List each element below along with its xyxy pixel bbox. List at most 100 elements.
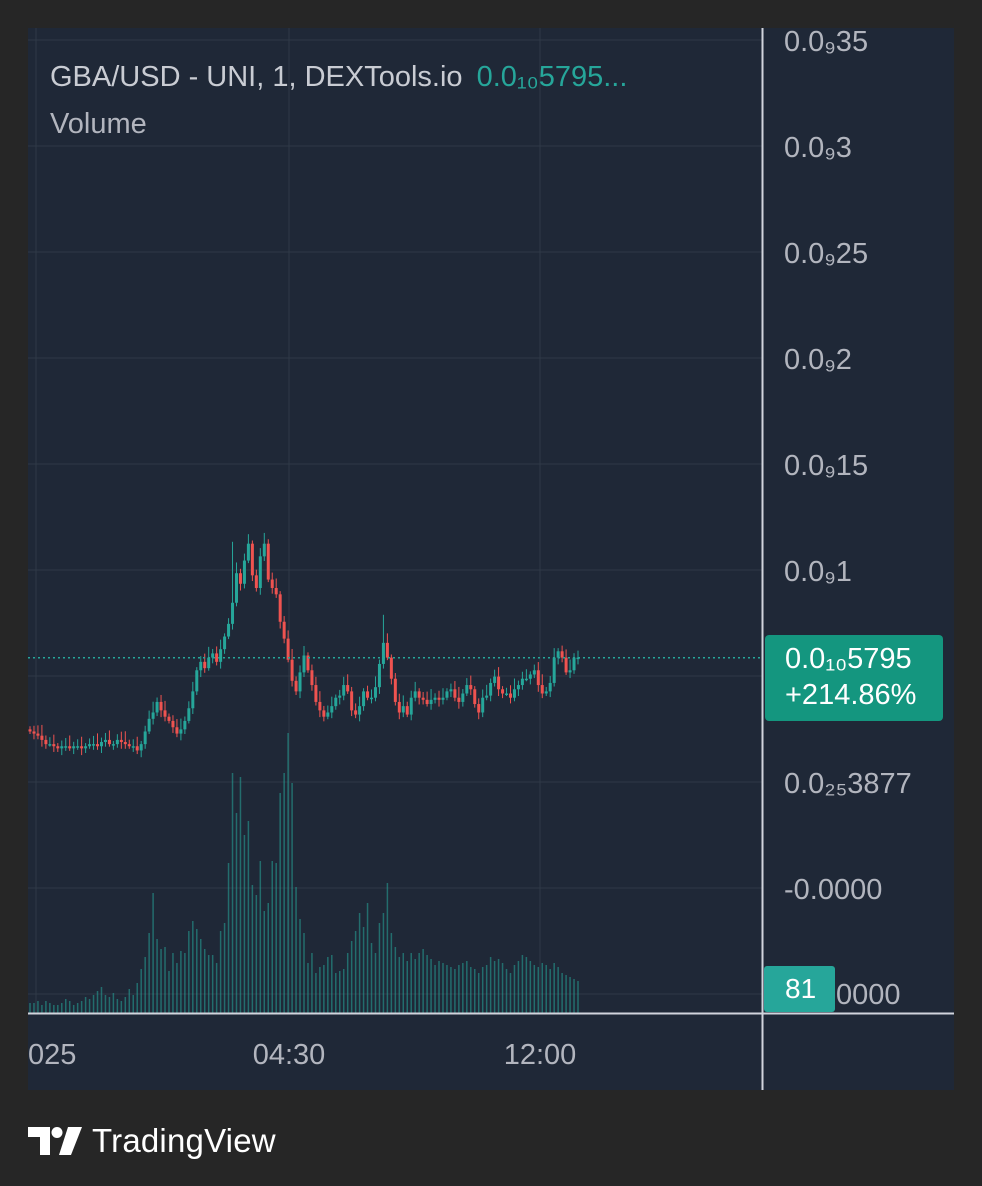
- candle: [143, 725, 147, 749]
- volume-bar: [251, 885, 254, 1013]
- candle: [560, 645, 564, 663]
- volume-bar: [184, 953, 186, 1013]
- volume-bar: [382, 913, 385, 1013]
- volume-bar: [29, 1003, 31, 1013]
- volume-bar: [116, 999, 119, 1013]
- candle: [139, 740, 143, 758]
- candle: [469, 675, 473, 695]
- chart-canvas[interactable]: 0.0₉35 0.0₉3 0.0₉25 0.0₉2 0.0₉15 0.0₉1 0.0₂₅38…: [28, 28, 954, 1090]
- volume-bar: [398, 957, 401, 1013]
- volume-bar: [458, 965, 460, 1013]
- volume-bar: [168, 971, 170, 1013]
- candle: [254, 569, 258, 592]
- candle: [473, 686, 477, 708]
- candle: [528, 671, 532, 685]
- price-tick-label: 0.0₉3: [784, 132, 852, 164]
- volume-bar: [200, 939, 202, 1013]
- candle: [40, 724, 44, 747]
- candle: [187, 701, 191, 724]
- candle: [497, 667, 501, 697]
- volume-bar: [533, 965, 536, 1013]
- candle: [358, 696, 362, 722]
- candle: [334, 694, 338, 710]
- time-axis[interactable]: 025 04:30 12:00: [28, 1039, 576, 1071]
- volume-bar: [92, 995, 95, 1013]
- candle: [389, 654, 393, 685]
- candle: [242, 553, 246, 589]
- volume-bar: [49, 1003, 51, 1013]
- volume-bar: [152, 893, 154, 1013]
- price-axis[interactable]: 0.0₉35 0.0₉3 0.0₉25 0.0₉2 0.0₉15 0.0₉1 0.0₂₅38…: [784, 28, 912, 906]
- volume-bar: [100, 987, 103, 1013]
- volume-bar: [311, 953, 313, 1013]
- volume-bar: [470, 967, 472, 1013]
- volume-bar: [362, 927, 365, 1013]
- volume-bar: [410, 953, 412, 1013]
- volume-bar: [299, 919, 301, 1013]
- candle: [238, 568, 242, 591]
- candle: [195, 667, 199, 695]
- volume-bar: [215, 963, 218, 1013]
- candle: [350, 686, 354, 717]
- candle: [266, 539, 270, 583]
- legend-volume-label[interactable]: Volume: [50, 108, 147, 140]
- volume-bar: [267, 903, 270, 1013]
- candle: [413, 681, 417, 702]
- volume-bar: [144, 957, 146, 1013]
- volume-bar: [529, 961, 532, 1013]
- volume-bar: [243, 835, 246, 1013]
- candle: [278, 591, 282, 629]
- candle: [322, 705, 326, 722]
- volume-bar: [422, 949, 424, 1013]
- volume-bar: [338, 971, 341, 1013]
- volume-bar: [434, 965, 436, 1013]
- candle: [548, 675, 552, 698]
- volume-bar: [517, 961, 520, 1013]
- volume-bar: [442, 963, 444, 1013]
- tradingview-attribution[interactable]: TradingView: [28, 1122, 276, 1159]
- candle: [449, 683, 453, 698]
- candle: [175, 719, 179, 738]
- volume-bar: [76, 1003, 79, 1013]
- legend-symbol-row[interactable]: GBA/USD - UNI, 1, DEXTools.io 0.0₁₀5795..…: [50, 54, 627, 101]
- candle: [532, 664, 536, 679]
- volume-bar: [291, 783, 293, 1013]
- time-tick-label: 025: [28, 1039, 76, 1071]
- candle: [72, 741, 76, 755]
- candle: [88, 738, 92, 749]
- volume-bar: [505, 969, 508, 1013]
- candle: [409, 690, 413, 721]
- candle: [397, 693, 401, 720]
- candle: [282, 616, 286, 644]
- candle: [103, 732, 107, 747]
- chart-pane[interactable]: 0.0₉35 0.0₉3 0.0₉25 0.0₉2 0.0₉15 0.0₉1 0.0₂₅38…: [28, 28, 954, 1090]
- candle: [540, 674, 544, 699]
- volume-bar: [37, 1001, 39, 1013]
- candle: [262, 532, 266, 561]
- volume-bar: [148, 933, 150, 1013]
- volume-bar: [489, 957, 492, 1013]
- volume-bar: [493, 961, 496, 1013]
- volume-bar: [450, 967, 452, 1013]
- candle: [489, 678, 493, 702]
- volume-bar: [279, 793, 281, 1013]
- candle: [234, 562, 238, 607]
- candle: [437, 690, 441, 707]
- candle: [338, 689, 342, 705]
- candle: [556, 648, 560, 665]
- candle: [544, 686, 548, 697]
- candle: [258, 548, 262, 595]
- candle: [60, 740, 64, 756]
- candle: [477, 698, 481, 720]
- tradingview-brand-text: TradingView: [92, 1122, 276, 1159]
- legend-symbol[interactable]: GBA/USD - UNI, 1, DEXTools.io: [50, 61, 463, 93]
- candle: [270, 572, 274, 594]
- candle: [107, 730, 111, 747]
- volume-bar: [41, 1005, 43, 1013]
- candle: [505, 687, 509, 697]
- volume-bar: [61, 1003, 63, 1013]
- volume-bar: [112, 993, 115, 1013]
- candle: [246, 534, 250, 564]
- candle: [326, 705, 330, 720]
- candle: [354, 703, 358, 719]
